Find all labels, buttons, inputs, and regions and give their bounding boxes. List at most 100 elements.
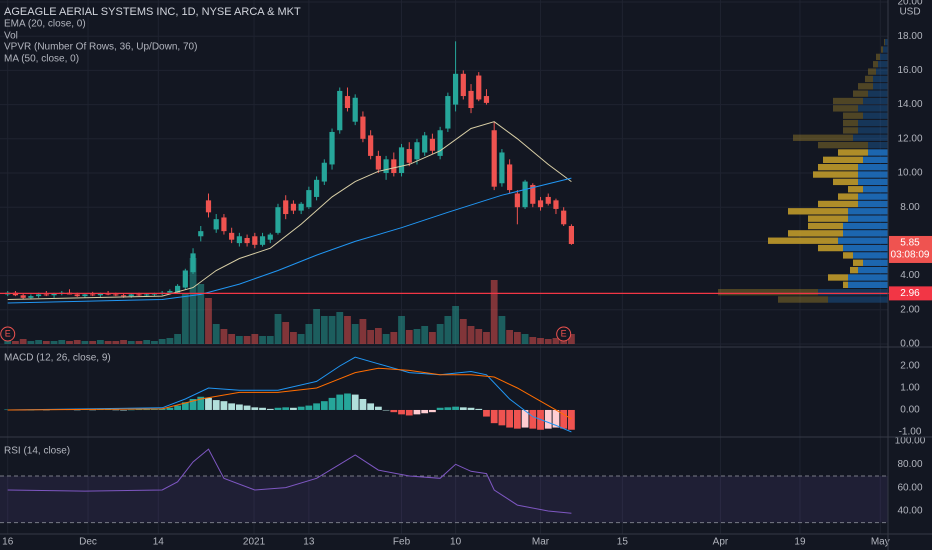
y-tick-label: 12.00 — [897, 133, 922, 144]
candle-body — [445, 96, 451, 129]
volume-bar — [104, 341, 112, 344]
volume-bar — [513, 332, 521, 344]
macd-histogram-bar — [351, 394, 359, 410]
volume-bar — [212, 324, 220, 344]
volume-bar — [544, 339, 552, 344]
macd-histogram-bar — [506, 409, 514, 428]
candle-body — [151, 293, 158, 295]
x-tick-label: 2021 — [243, 537, 266, 548]
macd-histogram-bar — [475, 408, 483, 410]
vpvr-down — [718, 289, 818, 296]
macd-histogram-bar — [135, 409, 143, 411]
volume-bar — [89, 341, 97, 344]
volume-bar — [166, 338, 174, 344]
candle-body — [360, 116, 366, 139]
vpvr-down — [838, 149, 868, 156]
vpvr-down — [850, 266, 858, 274]
volume-bar — [336, 312, 344, 344]
macd-histogram-bar — [560, 409, 568, 429]
candle-body — [259, 236, 266, 245]
vpvr-up — [863, 112, 888, 119]
candle-body — [182, 270, 188, 288]
candle-body — [128, 294, 134, 297]
vpvr-up — [818, 289, 888, 296]
x-tick-label: May — [871, 537, 890, 548]
vpvr-down — [843, 127, 858, 134]
vpvr-up — [838, 237, 888, 244]
candle-body — [36, 294, 42, 297]
macd-histogram-bar — [374, 406, 382, 410]
candle-body — [437, 130, 443, 156]
macd-histogram-bar — [398, 409, 405, 415]
volume-bar — [73, 340, 81, 344]
candle-body — [275, 207, 281, 233]
vpvr-up — [853, 252, 888, 259]
volume-bar — [444, 316, 452, 344]
volume-bar — [4, 340, 12, 344]
candle-body — [252, 236, 258, 245]
vpvr-down — [884, 39, 885, 46]
volume-bar — [197, 284, 205, 344]
macd-histogram-bar — [429, 409, 436, 413]
candle-body — [120, 295, 127, 297]
candle-body — [391, 159, 397, 173]
volume-bar — [490, 280, 498, 344]
countdown: 03:08:09 — [891, 250, 930, 261]
volume-bar — [174, 334, 181, 344]
macd-histogram-bar — [205, 397, 212, 410]
currency: USD — [899, 7, 920, 18]
volume-bar — [151, 341, 158, 344]
volume-bar — [27, 341, 35, 344]
volume-bar — [259, 336, 266, 344]
macd-histogram-bar — [89, 409, 97, 411]
volume-bar — [436, 324, 444, 344]
volume-bar — [421, 326, 429, 344]
macd-histogram-bar — [452, 406, 459, 410]
y-tick-label: 18.00 — [897, 31, 922, 42]
macd-histogram-bar — [552, 409, 560, 428]
candle-body — [205, 200, 212, 213]
candle-body — [514, 193, 520, 208]
macd-histogram-bar — [297, 406, 305, 410]
volume-bar — [58, 340, 66, 344]
macd-histogram-bar — [259, 407, 266, 410]
price-line-label: 2.96 — [900, 288, 920, 299]
macd-line — [7, 356, 572, 433]
vpvr-up — [843, 230, 888, 237]
y-tick-label: 0.00 — [900, 405, 920, 416]
macd-histogram-bar — [359, 398, 367, 410]
volume-bar — [274, 314, 282, 344]
macd-histogram-bar — [228, 403, 236, 410]
candle-body — [298, 203, 304, 211]
vpvr-up — [868, 141, 888, 149]
x-tick-label: 15 — [617, 537, 629, 548]
volume-bar — [112, 341, 120, 344]
candle-body — [422, 135, 428, 153]
volume-bar — [429, 332, 436, 344]
candle-body — [28, 296, 34, 298]
vpvr-up — [843, 222, 888, 230]
volume-bar — [35, 340, 43, 344]
vpvr-down — [808, 222, 843, 230]
volume-bar — [66, 341, 73, 344]
volume-bar — [305, 324, 313, 344]
candle-body — [329, 131, 335, 165]
volume-bar — [12, 341, 19, 344]
earnings-label: E — [561, 328, 567, 338]
volume-bar — [467, 326, 475, 344]
indicator-label: VPVR (Number Of Rows, 36, Up/Down, 70) — [4, 42, 197, 53]
volume-bar — [459, 319, 467, 344]
candle-body — [43, 294, 49, 296]
macd-histogram-bar — [459, 407, 467, 410]
candle-body — [460, 73, 466, 97]
rsi-title: RSI (14, close) — [4, 446, 70, 457]
volume-bar — [382, 334, 390, 344]
candle-body — [561, 210, 567, 225]
vpvr-up — [858, 193, 888, 200]
candle-body — [267, 234, 273, 240]
macd-histogram-bar — [336, 394, 344, 410]
volume-bar — [529, 337, 537, 344]
candle-body — [313, 179, 320, 197]
candle-body — [105, 293, 111, 295]
volume-bar — [96, 340, 104, 344]
